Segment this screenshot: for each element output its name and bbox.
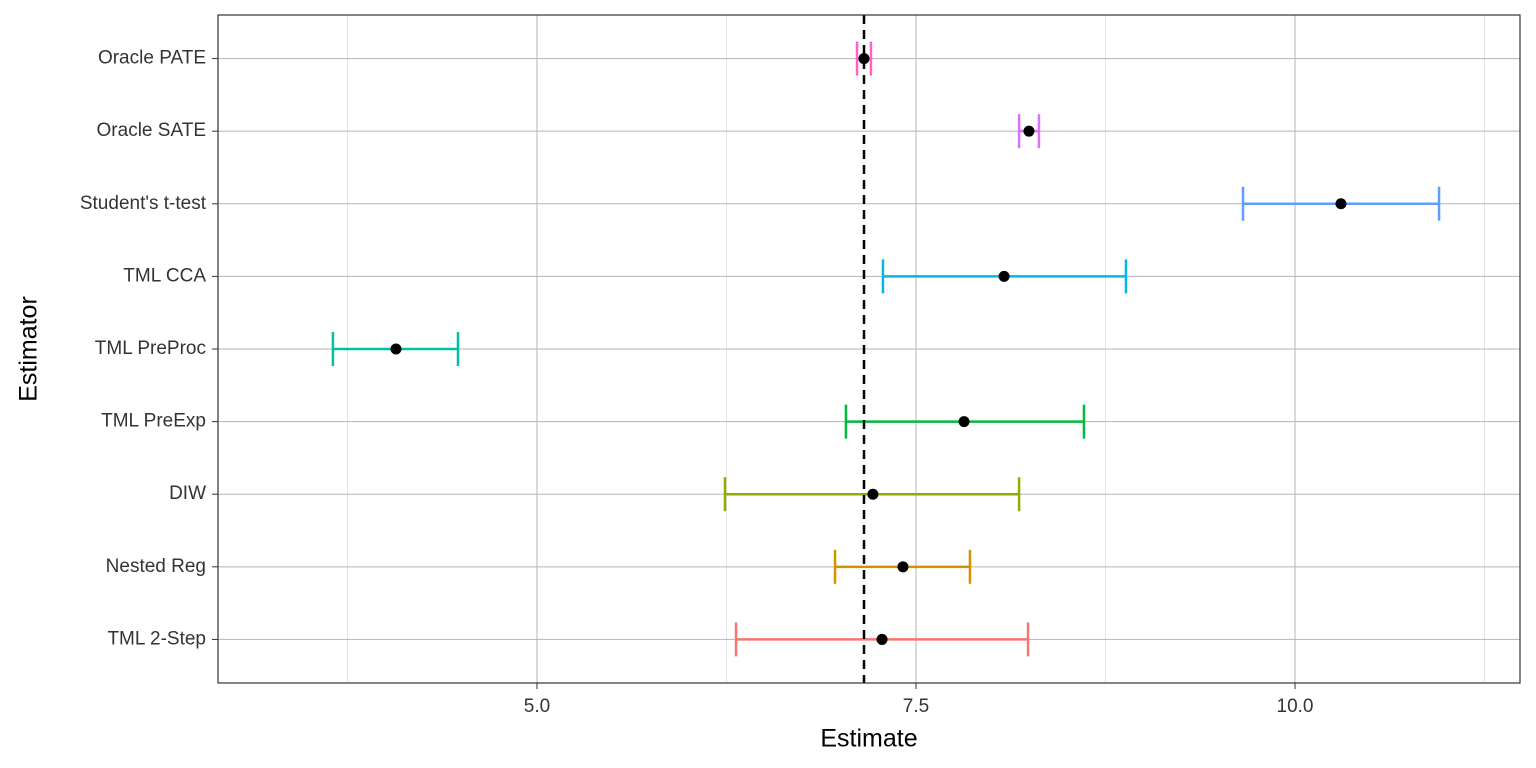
y-axis-title: Estimator (15, 296, 43, 402)
x-tick-label: 7.5 (903, 696, 929, 717)
point (876, 633, 888, 645)
point (998, 270, 1010, 282)
y-tick-label: DIW (169, 483, 206, 504)
y-tick-label: Student's t-test (80, 193, 207, 214)
x-axis-title: Estimate (820, 725, 917, 753)
y-tick-label: Oracle PATE (98, 48, 206, 69)
y-tick-label: Oracle SATE (97, 120, 206, 141)
point (897, 561, 909, 573)
y-tick-label: TML CCA (123, 265, 206, 286)
x-tick-label: 10.0 (1277, 696, 1314, 717)
point (390, 343, 402, 355)
point (1023, 125, 1035, 137)
y-tick-label: TML PreProc (95, 338, 206, 359)
x-tick-label: 5.0 (524, 696, 550, 717)
point (958, 416, 970, 428)
y-tick-label: TML 2-Step (107, 628, 206, 649)
y-tick-label: Nested Reg (106, 556, 206, 577)
point (867, 488, 879, 500)
plot-border (217, 14, 1521, 684)
point (858, 53, 870, 65)
point (1335, 198, 1347, 210)
y-tick-label: TML PreExp (101, 411, 206, 432)
